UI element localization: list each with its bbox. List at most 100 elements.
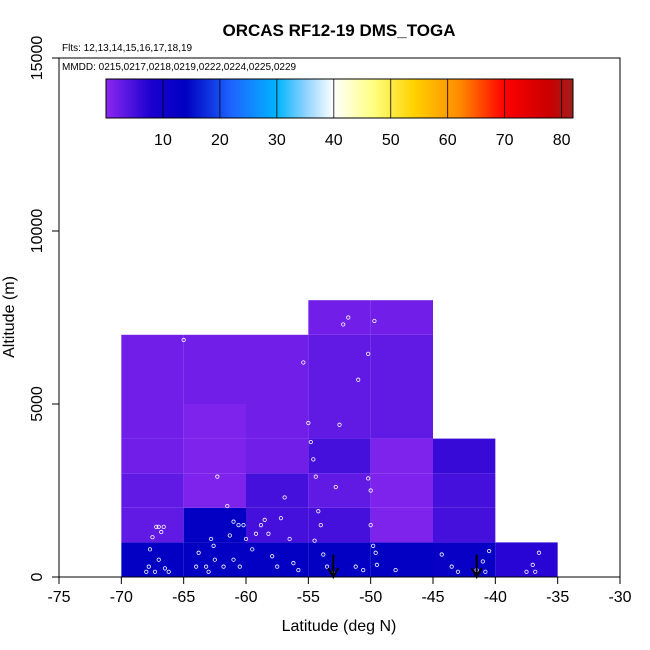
sample-point [374,562,379,567]
heatmap-cell [246,404,309,439]
sample-point [181,337,186,343]
sample-point [318,522,323,528]
sample-point [341,322,346,327]
x-tick-label: -55 [297,589,320,606]
sample-point [321,552,326,557]
sample-point [282,495,287,500]
dates-label: MMDD: 0215,0217,0218,0219,0222,0224,0225… [62,62,297,73]
colorbar-tick-label: 20 [211,132,229,149]
sample-point [231,557,236,562]
sample-point [156,557,161,562]
sample-point [324,564,330,569]
heatmap-cell [246,542,309,577]
x-tick-label: -70 [110,589,133,606]
heatmap-cell [183,542,246,577]
sample-point [166,569,171,574]
sample-point [212,557,217,562]
y-tick-label: 15000 [29,36,46,81]
heatmap-cell [370,473,433,508]
sample-point [483,569,488,574]
cells-layer [121,300,558,577]
colorbar-tick-label: 60 [439,132,457,149]
x-tick-label: -50 [359,589,382,606]
sample-point [291,561,296,566]
heatmap-cell [121,473,184,508]
heatmap-cell [433,507,496,543]
x-tick-label: -45 [421,589,444,606]
sample-point [449,564,454,569]
sample-point [455,569,461,574]
heatmap-cell [121,404,184,439]
sample-point [530,562,535,567]
heatmap-cell [495,542,558,577]
heatmap-cell [433,473,496,508]
sample-point [150,535,155,540]
sample-point [373,550,378,555]
x-tick-label: -35 [546,589,569,606]
sample-point [439,552,444,557]
sample-point [486,548,492,554]
sample-point [253,531,259,536]
sample-point [533,569,538,574]
sample-point [356,377,361,382]
y-axis: 0 5000 10000 15000 [29,36,60,581]
heatmap-cell [121,542,184,577]
sample-point [152,569,158,574]
heatmap-cell [308,438,371,474]
colorbar-tick-label: 80 [553,132,571,149]
heatmap-cell [308,542,371,577]
sample-point [353,564,358,569]
sample-point [225,503,230,509]
sample-point [236,522,241,528]
sample-point [524,569,529,574]
sample-point [262,517,267,523]
sample-point [204,564,209,569]
sample-point [372,318,377,324]
heatmap-cell [308,473,371,508]
sample-point [275,564,280,569]
sample-point [371,543,376,548]
x-axis: -75 -70 -65 -60 -55 -50 -45 -40 -35 -30 [47,576,632,606]
heatmap-cell [433,542,496,577]
heatmap-cell [121,438,184,474]
sample-point [243,536,249,542]
x-axis-label: Latitude (deg N) [282,618,397,635]
sample-point [266,531,271,536]
heatmap-cell [433,438,496,474]
sample-point [536,550,542,555]
sample-point [278,516,284,521]
sample-point [337,422,342,427]
heatmap-cell [183,334,246,404]
colorbar-ticks: 10 20 30 40 50 60 70 80 [154,79,571,149]
heatmap-cell [370,542,433,577]
sample-point [250,547,255,552]
sample-point [221,564,226,569]
samples-layer [144,315,542,576]
sample-point [480,559,485,564]
x-tick-label: -65 [172,589,195,606]
colorbar-tick-label: 30 [268,132,286,149]
heatmap-cell [308,300,371,335]
heatmap-cell [246,438,309,474]
sample-point [333,484,338,490]
heatmap-cell [308,404,371,439]
sample-point [147,547,153,552]
sample-point [346,315,351,320]
sample-point [159,529,164,535]
y-axis-label: Altitude (m) [1,276,18,358]
heatmap-cell [183,438,246,474]
y-tick-label: 0 [29,572,46,581]
sample-point [393,567,398,573]
sample-point [270,554,275,559]
colorbar: 10 20 30 40 50 60 70 80 [105,78,574,149]
heatmap-cell [183,507,246,543]
heatmap-cell [370,300,433,335]
sample-point [296,567,301,573]
sample-point [196,550,201,555]
sample-point [361,567,366,573]
sample-point [301,360,306,365]
sample-point [156,524,161,529]
x-tick-label: -40 [484,589,507,606]
colorbar-fill [105,78,574,119]
